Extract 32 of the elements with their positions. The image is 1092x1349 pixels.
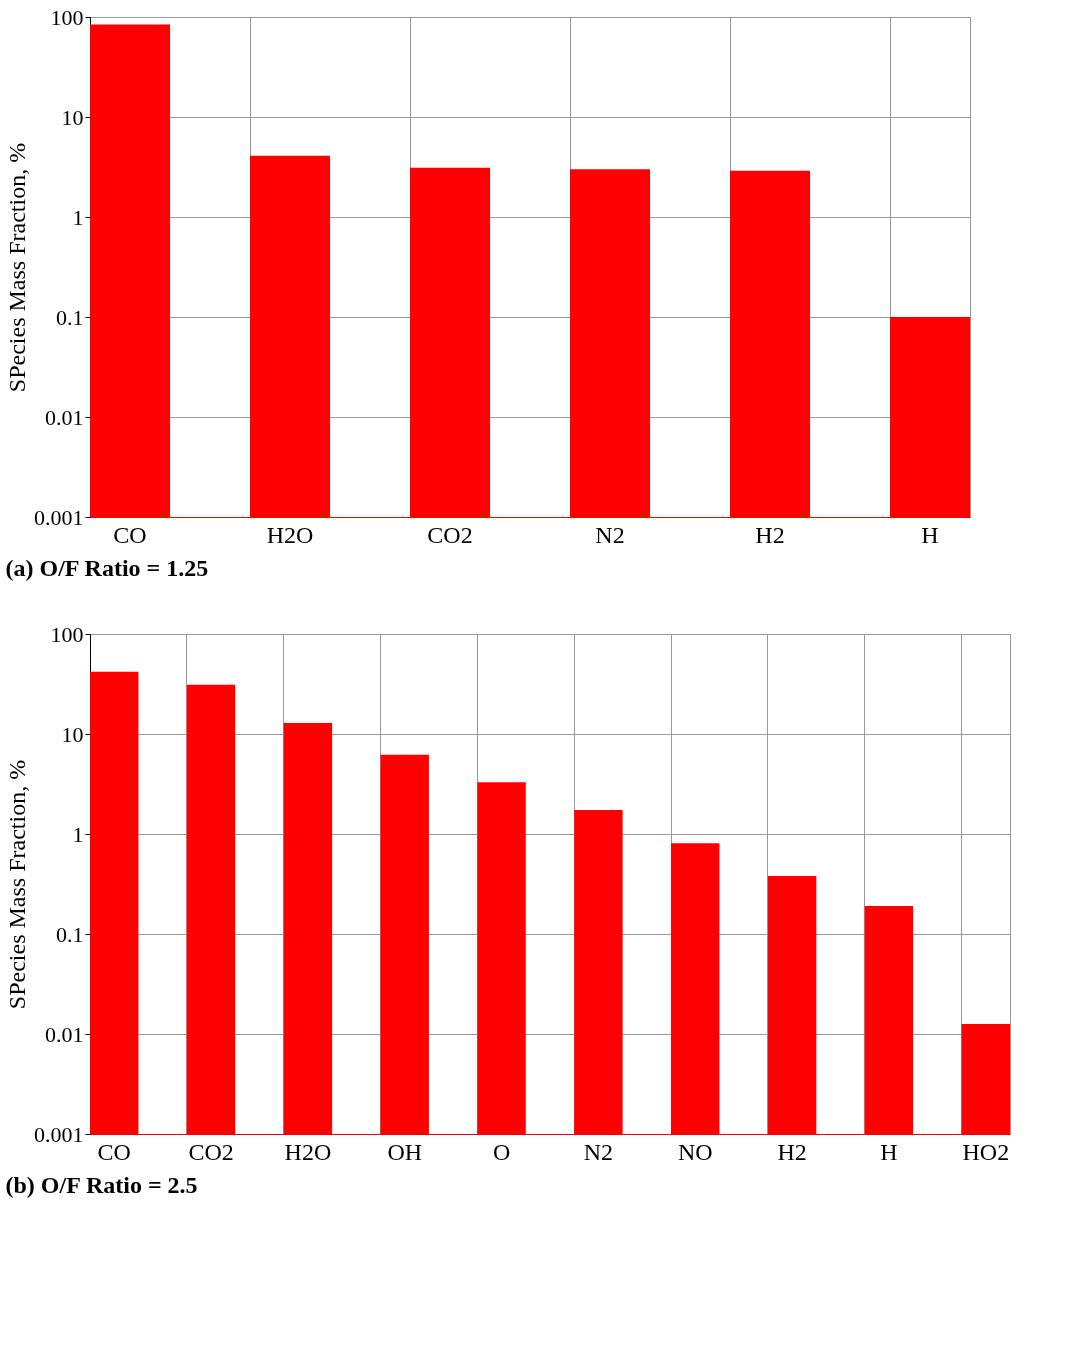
x-tick-label: H xyxy=(921,521,939,548)
x-tick-label: H2O xyxy=(284,1138,332,1165)
y-tick-label: 0.01 xyxy=(45,1021,84,1047)
x-tick-label: O xyxy=(492,1138,511,1165)
x-tick-label: N2 xyxy=(583,1138,614,1165)
x-tick-label: H2O xyxy=(266,521,314,548)
y-tick-label: 0.01 xyxy=(45,404,84,430)
y-axis-title: SPecies Mass Fraction, % xyxy=(4,759,30,1010)
y-tick-label: 0.1 xyxy=(56,304,84,330)
text: (a) O/F Ratio = 1.25 xyxy=(5,555,209,581)
y-tick-label: 100 xyxy=(50,621,84,647)
y-axis-title: SPecies Mass Fraction, % xyxy=(4,142,30,393)
x-tick-label: CO2 xyxy=(188,1138,234,1165)
x-tick-label: N2 xyxy=(595,521,625,548)
y-tick-label: 0.1 xyxy=(56,921,84,947)
x-tick-label: CO xyxy=(97,1138,131,1165)
y-tick-label: 0.001 xyxy=(34,1121,84,1147)
x-tick-label: CO2 xyxy=(427,521,473,548)
y-tick-label: 0.001 xyxy=(34,504,84,530)
x-tick-label: H2 xyxy=(777,1138,807,1165)
x-tick-label: NO xyxy=(677,1138,713,1165)
y-tick-label: 1 xyxy=(72,821,84,847)
x-tick-label: OH xyxy=(387,1138,423,1165)
text: (b) O/F Ratio = 2.5 xyxy=(5,1172,198,1198)
x-tick-label: H xyxy=(880,1138,898,1165)
y-tick-label: 10 xyxy=(61,721,84,747)
y-tick-label: 1 xyxy=(72,204,84,230)
x-tick-label: HO2 xyxy=(962,1138,1010,1165)
y-tick-label: 100 xyxy=(50,4,84,30)
y-tick-label: 10 xyxy=(61,104,84,130)
x-tick-label: CO xyxy=(113,521,147,548)
x-tick-label: H2 xyxy=(755,521,785,548)
